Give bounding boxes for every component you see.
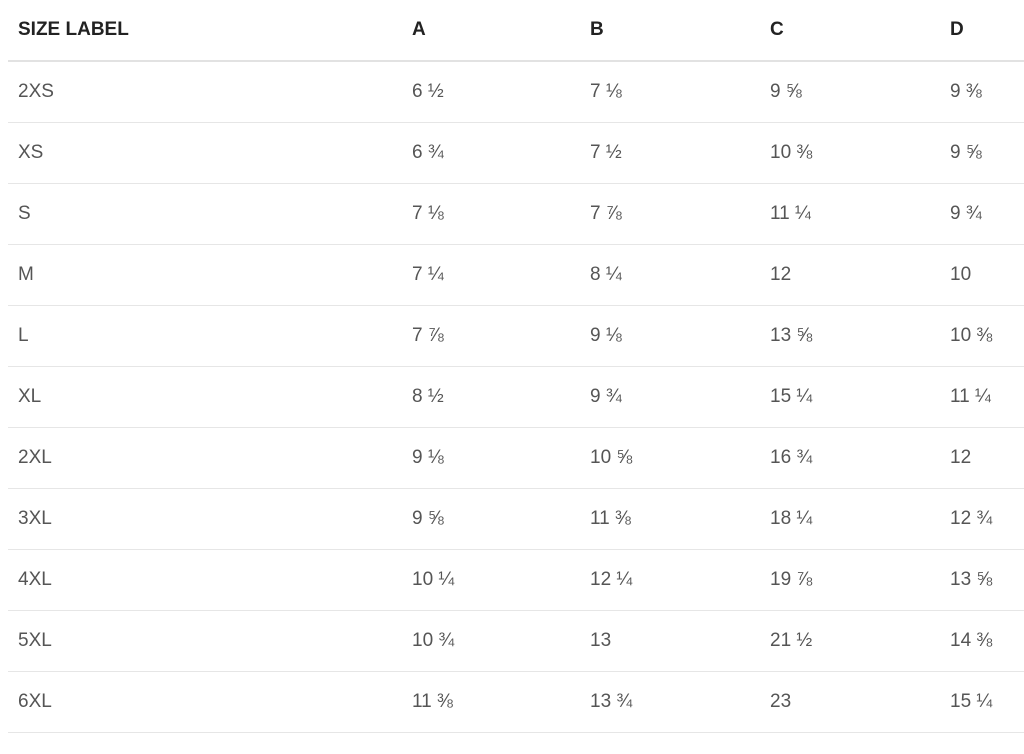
table-row: 2XL 9 ⅛ 10 ⅝ 16 ¾ 12 [8,427,1024,489]
measurement-cell: 6 ½ [402,61,580,123]
measurement-cell: 9 ⅝ [760,61,940,123]
measurement-cell: 11 ¼ [940,366,1024,428]
measurement-cell: 7 ⅞ [402,305,580,367]
measurement-cell: 9 ¾ [580,366,760,428]
measurement-cell: 10 ¼ [402,549,580,611]
measurement-cell: 9 ⅛ [402,427,580,489]
measurement-cell: 12 ¾ [940,488,1024,550]
size-label-cell: 2XS [8,61,402,123]
measurement-cell: 8 ¼ [580,244,760,306]
measurement-cell: 8 ½ [402,366,580,428]
size-label-cell: 5XL [8,610,402,672]
measurement-cell: 14 ⅜ [940,610,1024,672]
size-label-cell: 3XL [8,488,402,550]
measurement-cell: 10 ⅜ [940,305,1024,367]
measurement-cell: 10 ⅜ [760,122,940,184]
size-label-cell: 2XL [8,427,402,489]
measurement-cell: 12 [940,427,1024,489]
size-label-cell: S [8,183,402,245]
measurement-cell: 23 [760,671,940,733]
measurement-cell: 9 ⅛ [580,305,760,367]
measurement-cell: 9 ⅝ [402,488,580,550]
header-cell: B [580,0,760,62]
measurement-cell: 7 ⅛ [580,61,760,123]
table-row: 3XL 9 ⅝ 11 ⅜ 18 ¼ 12 ¾ [8,488,1024,550]
measurement-cell: 6 ¾ [402,122,580,184]
measurement-cell: 21 ½ [760,610,940,672]
table-row: 5XL 10 ¾ 13 21 ½ 14 ⅜ [8,610,1024,672]
measurement-cell: 7 ⅛ [402,183,580,245]
header-row: SIZE LABEL A B C D [8,0,1024,62]
measurement-cell: 10 ¾ [402,610,580,672]
measurement-cell: 11 ⅜ [580,488,760,550]
measurement-cell: 13 ¾ [580,671,760,733]
measurement-cell: 13 ⅝ [940,549,1024,611]
measurement-cell: 16 ¾ [760,427,940,489]
measurement-cell: 10 [940,244,1024,306]
size-label-cell: 4XL [8,549,402,611]
size-label-cell: 6XL [8,671,402,733]
size-label-cell: M [8,244,402,306]
measurement-cell: 7 ½ [580,122,760,184]
measurement-cell: 10 ⅝ [580,427,760,489]
size-label-cell: XL [8,366,402,428]
measurement-cell: 11 ¼ [760,183,940,245]
size-label-cell: XS [8,122,402,184]
header-cell: C [760,0,940,62]
measurement-cell: 19 ⅞ [760,549,940,611]
measurement-cell: 9 ⅝ [940,122,1024,184]
header-cell: A [402,0,580,62]
measurement-cell: 15 ¼ [940,671,1024,733]
measurement-cell: 9 ⅜ [940,61,1024,123]
measurement-cell: 12 ¼ [580,549,760,611]
size-label-cell: L [8,305,402,367]
table-row: 6XL 11 ⅜ 13 ¾ 23 15 ¼ [8,671,1024,733]
measurement-cell: 15 ¼ [760,366,940,428]
header-cell: SIZE LABEL [8,0,402,62]
header-cell: D [940,0,1024,62]
measurement-cell: 11 ⅜ [402,671,580,733]
measurement-cell: 12 [760,244,940,306]
measurement-cell: 7 ⅞ [580,183,760,245]
measurement-cell: 13 [580,610,760,672]
measurement-cell: 18 ¼ [760,488,940,550]
measurement-cell: 13 ⅝ [760,305,940,367]
measurement-cell: 7 ¼ [402,244,580,306]
measurement-cell: 9 ¾ [940,183,1024,245]
table-row: 4XL 10 ¼ 12 ¼ 19 ⅞ 13 ⅝ [8,549,1024,611]
